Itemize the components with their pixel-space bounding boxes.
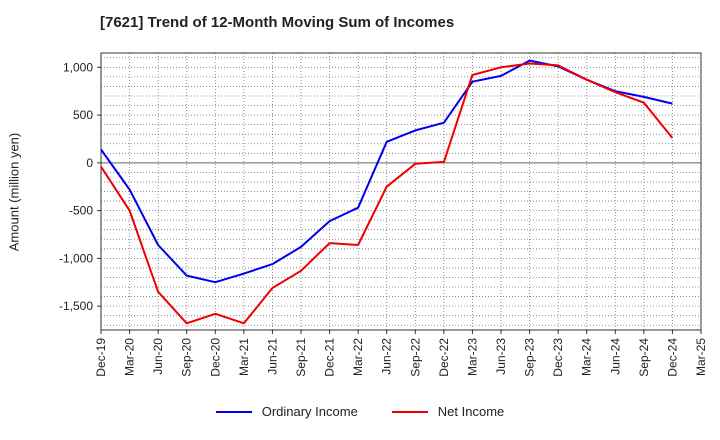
legend-item-ordinary-income: Ordinary Income: [215, 404, 358, 419]
legend-swatch-net-income: [391, 410, 428, 413]
x-tick-label: Mar-23: [465, 338, 479, 376]
y-tick-label: 1,000: [63, 60, 93, 74]
x-tick-label: Dec-21: [323, 338, 337, 377]
legend-swatch-ordinary-income: [215, 410, 252, 413]
x-tick-label: Jun-24: [608, 338, 622, 375]
y-tick-label: 0: [86, 156, 93, 170]
x-tick-label: Mar-24: [580, 338, 594, 376]
x-tick-label: Sep-24: [637, 338, 651, 377]
y-tick-label: -1,500: [59, 299, 93, 313]
x-tick-label: Mar-25: [694, 338, 708, 376]
x-tick-label: Jun-22: [380, 338, 394, 375]
series-line-net-income: [100, 62, 674, 325]
y-tick-label: -1,000: [59, 251, 93, 265]
x-tick-label: Mar-20: [123, 338, 137, 376]
x-tick-label: Dec-22: [437, 338, 451, 377]
x-tick-label: Sep-21: [294, 338, 308, 377]
x-tick-label: Sep-20: [180, 338, 194, 377]
x-tick-label: Jun-20: [151, 338, 165, 375]
legend-item-net-income: Net Income: [391, 404, 505, 419]
x-tick-label: Mar-21: [237, 338, 251, 376]
x-tick-label: Jun-23: [494, 338, 508, 375]
x-tick-label: Mar-22: [351, 338, 365, 376]
x-tick-label: Jun-21: [265, 338, 279, 375]
x-tick-label: Sep-22: [408, 338, 422, 377]
plot-area: [100, 52, 702, 331]
x-tick-label: Dec-24: [665, 338, 679, 377]
y-tick-label: -500: [69, 204, 93, 218]
x-tick-label: Dec-20: [208, 338, 222, 377]
chart-title: [7621] Trend of 12-Month Moving Sum of I…: [100, 14, 455, 31]
legend-label-net-income: Net Income: [437, 404, 505, 419]
x-tick-label: Sep-23: [523, 338, 537, 377]
legend-label-ordinary-income: Ordinary Income: [261, 404, 358, 419]
legend: Ordinary Income Net Income: [0, 404, 720, 419]
x-tick-label: Dec-23: [551, 338, 565, 377]
x-tick-label: Dec-19: [94, 338, 108, 377]
y-tick-label: 500: [73, 108, 93, 122]
